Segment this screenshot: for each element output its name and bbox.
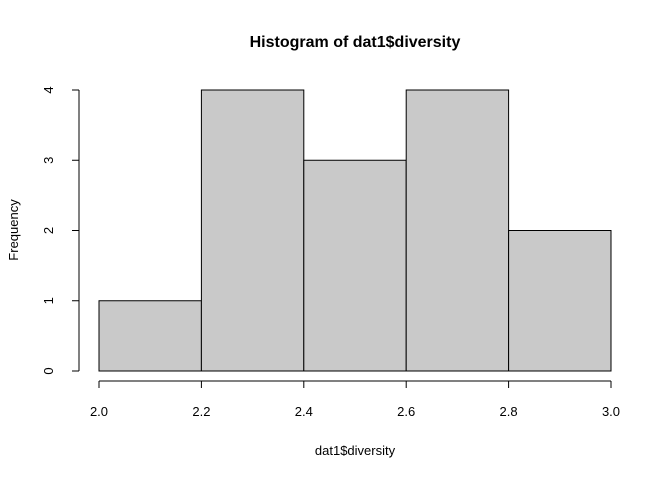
y-tick-label-2: 2 [41,227,56,234]
x-tick-label-1: 2.2 [192,404,210,419]
histogram-bar-4 [405,89,510,372]
x-tick-label-5: 3.0 [602,404,620,419]
histogram-bar-3 [303,159,407,372]
histogram-bar-2 [200,89,305,372]
x-tick-label-0: 2.0 [90,404,108,419]
histogram-bar-5 [508,230,612,372]
chart-title: Histogram of dat1$diversity [250,34,461,51]
x-tick-label-2: 2.4 [295,404,313,419]
y-tick-label-0: 0 [41,367,56,374]
x-tick-label-3: 2.6 [397,404,415,419]
x-axis: 2.0 2.2 2.4 2.6 2.8 3.0 [90,380,620,419]
x-tick-label-4: 2.8 [500,404,518,419]
y-tick-label-4: 4 [41,86,56,93]
histogram-bar-1 [98,300,202,372]
y-tick-label-1: 1 [41,297,56,304]
y-axis: 0 1 2 3 4 [41,86,80,375]
bars-group [98,89,612,372]
y-tick-label-3: 3 [41,157,56,164]
y-axis-label: Frequency [6,199,21,261]
x-axis-label: dat1$diversity [315,443,396,458]
